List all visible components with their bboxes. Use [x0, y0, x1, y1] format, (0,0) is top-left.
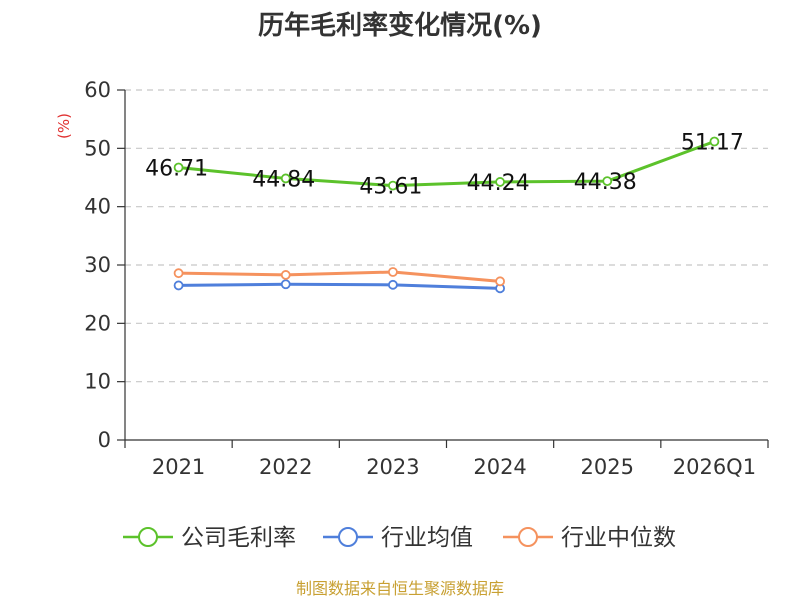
legend-swatch-marker: [338, 527, 358, 547]
source-note: 制图数据来自恒生聚源数据库: [296, 579, 504, 598]
series-line: [178, 270, 501, 283]
y-tick-label: 40: [84, 195, 111, 219]
legend-swatch-marker: [138, 527, 158, 547]
data-label: 51.17: [681, 131, 744, 156]
y-tick-label: 60: [84, 78, 111, 102]
x-tick-label: 2021: [152, 455, 205, 479]
series-line: [178, 140, 715, 188]
x-tick-label: 2025: [581, 455, 634, 479]
y-tick-label: 30: [84, 253, 111, 277]
legend-label: 行业均值: [381, 525, 473, 551]
data-point: [388, 279, 398, 290]
data-point: [602, 176, 613, 187]
y-axis-unit-label: (%): [55, 113, 73, 139]
legend-label: 行业中位数: [561, 525, 676, 551]
y-tick-label: 50: [84, 136, 111, 160]
x-tick-label: 2023: [366, 455, 419, 479]
series-line: [178, 282, 501, 290]
data-point: [388, 180, 398, 191]
data-point: [280, 173, 291, 184]
axes: 0 10 20 30 40 50 60 2021 2022 2023 2024 2025 2026Q1: [84, 78, 769, 479]
y-tick-label: 10: [84, 370, 111, 394]
x-tick-label: 2022: [259, 455, 312, 479]
data-labels: 46.71 44.84 43.61 44.24 44.38 51.17: [145, 131, 744, 200]
data-label: 46.71: [145, 157, 208, 182]
x-tick-label: 2024: [473, 455, 526, 479]
data-point: [495, 276, 505, 287]
data-point: [280, 270, 291, 280]
y-tick-label: 0: [98, 428, 111, 452]
data-point: [388, 267, 398, 277]
chart-title: 历年毛利率变化情况(%): [258, 10, 542, 41]
x-tick-label: 2026Q1: [673, 455, 756, 479]
data-label: 44.24: [467, 171, 530, 196]
legend-swatch-marker: [518, 527, 538, 547]
data-point: [173, 162, 184, 173]
data-point: [495, 177, 505, 187]
data-point: [709, 136, 720, 147]
legend: 公司毛利率 行业均值 行业中位数: [123, 525, 676, 551]
series-lines: [173, 136, 720, 294]
data-point: [173, 280, 184, 291]
gridlines: [125, 89, 768, 383]
data-label: 44.84: [252, 167, 315, 192]
y-tick-label: 20: [84, 311, 111, 335]
data-label: 44.38: [574, 170, 637, 195]
data-point: [173, 268, 184, 279]
data-point: [280, 279, 291, 290]
data-label: 43.61: [359, 175, 422, 200]
legend-label: 公司毛利率: [181, 525, 296, 551]
